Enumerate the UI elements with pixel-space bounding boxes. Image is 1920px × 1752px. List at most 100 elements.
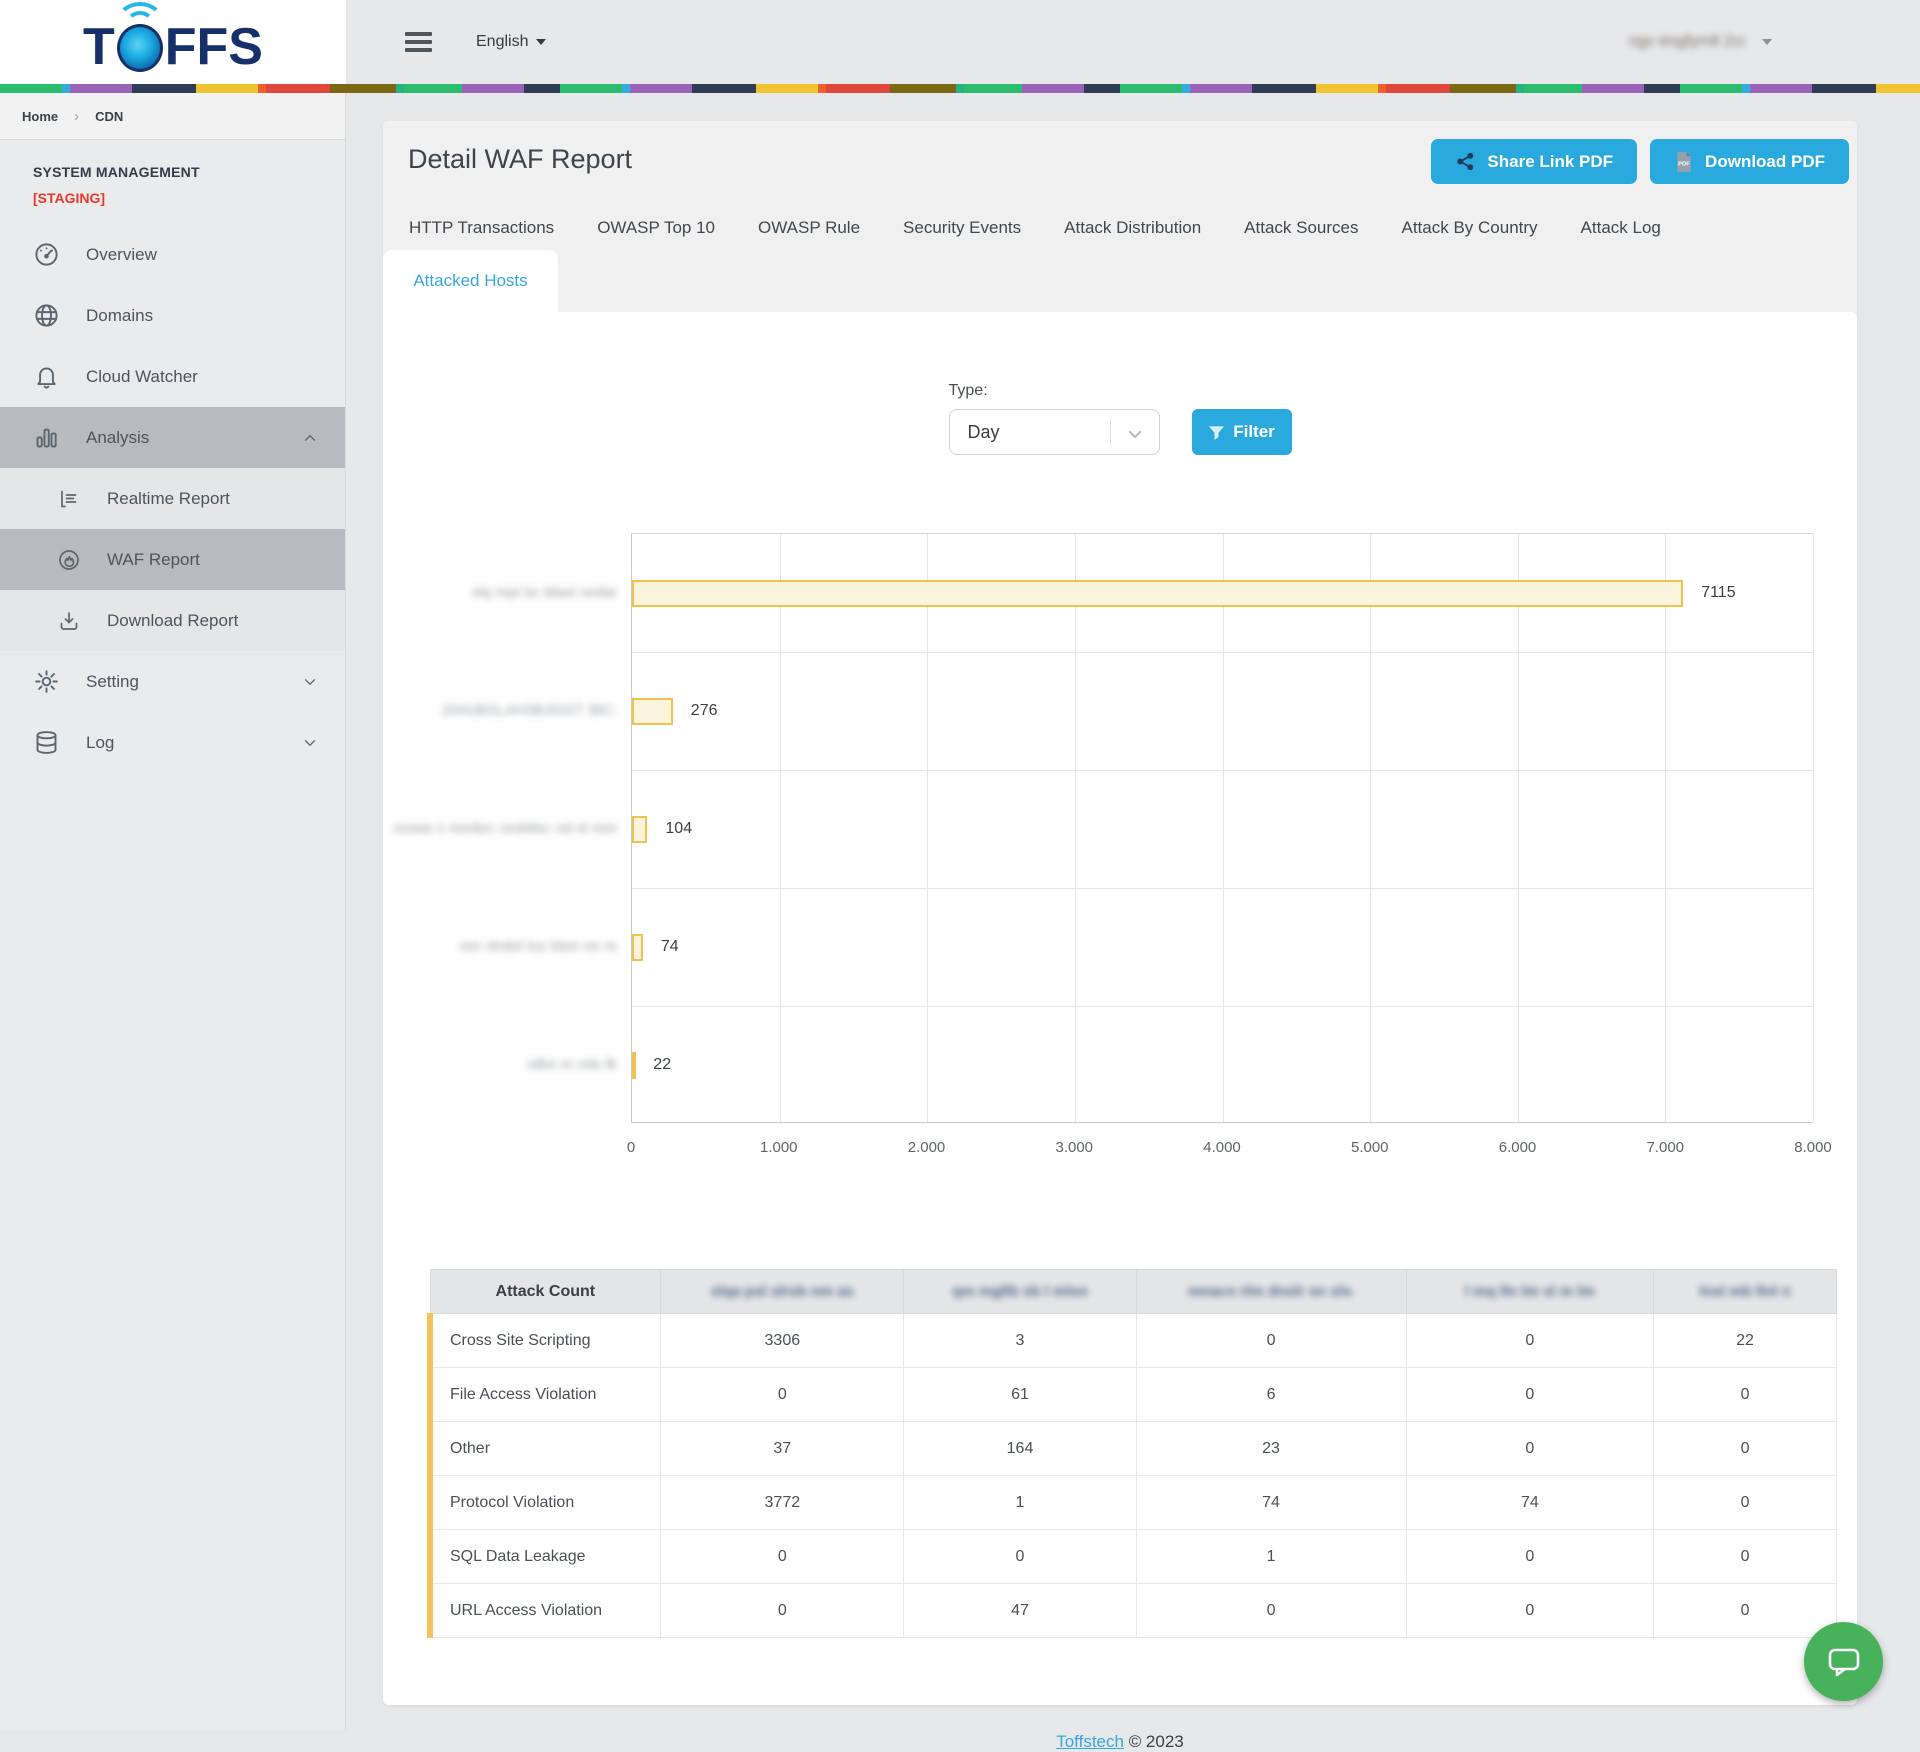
svg-text:PDF: PDF [1678, 161, 1690, 167]
gridline [927, 534, 928, 1122]
sidebar-item-download-report[interactable]: Download Report [0, 590, 345, 651]
bar-value-label: 104 [665, 820, 692, 838]
language-dropdown[interactable]: English [476, 33, 546, 51]
app-header: T FFS English ngv tmgfyrnll 2cr [0, 0, 1920, 84]
sidebar-item-domains[interactable]: Domains [0, 285, 345, 346]
sidebar-item-analysis[interactable]: Analysis [0, 407, 345, 468]
attack-type-cell: File Access Violation [430, 1368, 661, 1422]
attack-count-cell: 1 [904, 1476, 1136, 1530]
language-label: English [476, 33, 528, 51]
tab-content: Type: Day Filter [383, 312, 1857, 1705]
chevron-down-icon [1126, 425, 1144, 443]
sidebar: Home › CDN SYSTEM MANAGEMENT [STAGING] O… [0, 93, 346, 1730]
logo-text-right: FFS [165, 21, 263, 73]
attack-count-cell: 61 [904, 1368, 1136, 1422]
attack-count-table-wrap: Attack Countslqa psl slrsb nm asqm mgllb… [427, 1269, 1837, 1638]
gear-icon [33, 668, 60, 695]
funnel-icon [1208, 424, 1225, 441]
attack-count-cell: 22 [1654, 1314, 1837, 1368]
x-axis-tick: 0 [627, 1139, 635, 1156]
main-area: Detail WAF Report Share Link PDF PDF Dow… [347, 93, 1920, 1752]
footer-brand-link[interactable]: Toffstech [1056, 1732, 1124, 1751]
attack-count-cell: 0 [661, 1584, 904, 1638]
waf-report-panel: Detail WAF Report Share Link PDF PDF Dow… [383, 121, 1857, 1705]
row-separator [632, 652, 1813, 653]
tab-attack-by-country[interactable]: Attack By Country [1401, 218, 1537, 238]
section-title: SYSTEM MANAGEMENT [33, 164, 345, 180]
attack-count-cell: 0 [1654, 1368, 1837, 1422]
caret-down-icon [1762, 39, 1772, 45]
table-row-cross-site-scripting: Cross Site Scripting330630022 [430, 1314, 1837, 1368]
user-menu[interactable]: ngv tmgfyrnll 2cr [1629, 33, 1772, 51]
col-header-host-1: slqa psl slrsb nm as [661, 1270, 904, 1314]
menu-toggle-icon[interactable] [405, 32, 432, 52]
tab-owasp-top-10[interactable]: OWASP Top 10 [597, 218, 715, 238]
attack-count-cell: 0 [1406, 1422, 1654, 1476]
table-row-protocol-violation: Protocol Violation3772174740 [430, 1476, 1837, 1530]
sidebar-section-header: SYSTEM MANAGEMENT [STAGING] [0, 140, 345, 206]
chevron-down-icon [301, 673, 319, 691]
table-row-file-access-violation: File Access Violation061600 [430, 1368, 1837, 1422]
sidebar-item-waf-report[interactable]: WAF Report [0, 529, 345, 590]
attack-count-cell: 3 [904, 1314, 1136, 1368]
attack-type-cell: URL Access Violation [430, 1584, 661, 1638]
sidebar-item-log[interactable]: Log [0, 712, 345, 773]
attack-count-cell: 0 [1654, 1422, 1837, 1476]
download-button-label: Download PDF [1705, 152, 1825, 172]
row-separator [632, 1006, 1813, 1007]
footer-copyright: © 2023 [1129, 1732, 1184, 1751]
attack-count-cell: 47 [904, 1584, 1136, 1638]
gridline [1075, 534, 1076, 1122]
toffs-logo[interactable]: T FFS [83, 11, 263, 73]
sidebar-item-realtime-report[interactable]: Realtime Report [0, 468, 345, 529]
attack-type-cell: SQL Data Leakage [430, 1530, 661, 1584]
filter-button[interactable]: Filter [1192, 409, 1292, 455]
gridline [780, 534, 781, 1122]
sidebar-item-overview[interactable]: Overview [0, 224, 345, 285]
download-pdf-button[interactable]: PDF Download PDF [1650, 139, 1849, 184]
x-axis-tick: 4.000 [1203, 1139, 1241, 1156]
x-axis-tick: 3.000 [1055, 1139, 1093, 1156]
attack-count-cell: 0 [1654, 1530, 1837, 1584]
x-axis-tick: 1.000 [760, 1139, 798, 1156]
attack-type-cell: Cross Site Scripting [430, 1314, 661, 1368]
col-header-attack-count: Attack Count [430, 1270, 661, 1314]
globe-icon [33, 302, 60, 329]
gridline [1665, 534, 1666, 1122]
bar-value-label: 74 [661, 938, 679, 956]
attack-count-cell: 23 [1136, 1422, 1406, 1476]
sidebar-item-label: Log [86, 733, 114, 753]
tab-attack-distribution[interactable]: Attack Distribution [1064, 218, 1201, 238]
type-label: Type: [949, 382, 1160, 400]
col-header-host-5: lnsl mb llnl n [1654, 1270, 1837, 1314]
breadcrumb-cdn[interactable]: CDN [95, 109, 123, 124]
attack-count-cell: 0 [661, 1368, 904, 1422]
sidebar-item-setting[interactable]: Setting [0, 651, 345, 712]
sidebar-item-label: Domains [86, 306, 153, 326]
sidebar-item-cloud-watcher[interactable]: Cloud Watcher [0, 346, 345, 407]
type-select[interactable]: Day [949, 409, 1160, 455]
tab-http-transactions[interactable]: HTTP Transactions [409, 218, 554, 238]
tab-owasp-rule[interactable]: OWASP Rule [758, 218, 860, 238]
sub-tab-row: Attacked Hosts [383, 250, 1857, 312]
attack-count-table: Attack Countslqa psl slrsb nm asqm mgllb… [427, 1269, 1837, 1638]
tab-attack-log[interactable]: Attack Log [1581, 218, 1661, 238]
chart-plot-area: 71152761047422 [631, 533, 1813, 1123]
chevron-right-icon: › [74, 108, 79, 125]
bar-value-label: 7115 [1701, 584, 1735, 602]
tab-attack-sources[interactable]: Attack Sources [1244, 218, 1358, 238]
sidebar-item-label: Overview [86, 245, 157, 265]
bar-host-5 [632, 1052, 636, 1079]
tab-security-events[interactable]: Security Events [903, 218, 1021, 238]
breadcrumb-home[interactable]: Home [22, 109, 58, 124]
footer: Toffstech © 2023 [383, 1732, 1857, 1752]
x-axis-tick: 8.000 [1794, 1139, 1832, 1156]
tab-attacked-hosts[interactable]: Attacked Hosts [383, 250, 558, 312]
share-link-pdf-button[interactable]: Share Link PDF [1431, 139, 1637, 184]
attack-count-cell: 0 [1406, 1314, 1654, 1368]
live-chat-button[interactable] [1804, 1622, 1883, 1701]
attack-count-cell: 3306 [661, 1314, 904, 1368]
user-email: ngv tmgfyrnll 2cr [1629, 33, 1746, 51]
logo-globe-icon [116, 11, 164, 73]
attack-count-cell: 0 [1406, 1584, 1654, 1638]
